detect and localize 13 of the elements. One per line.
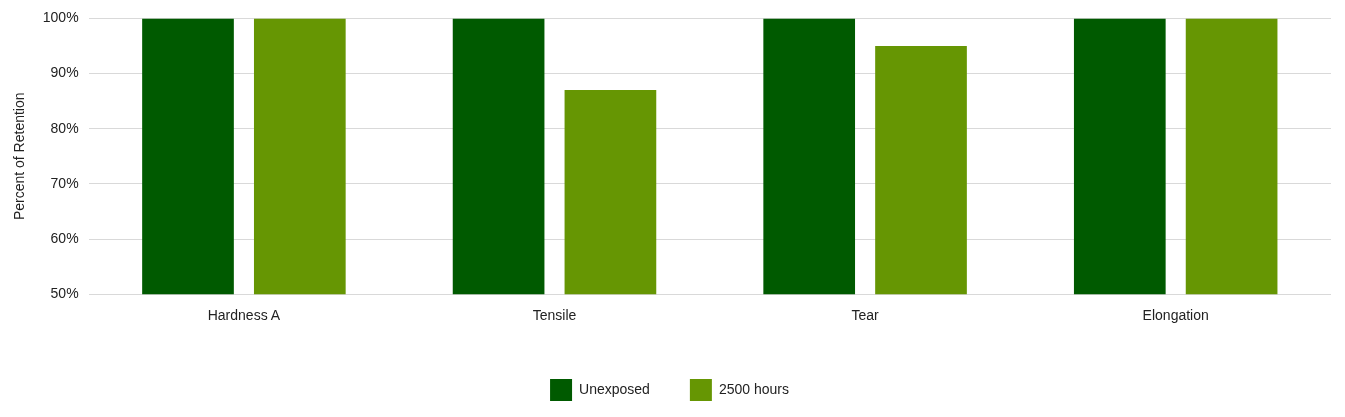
x-tick-label: Tear	[851, 307, 880, 324]
y-axis-title: Percent of Retention	[11, 92, 28, 221]
y-tick-label: 90%	[50, 64, 79, 81]
x-tick-label: Tensile	[532, 307, 577, 324]
y-tick-label: 80%	[50, 119, 79, 136]
y-tick-label: 50%	[50, 285, 79, 302]
legend-label: Unexposed	[579, 380, 650, 397]
y-tick-label: 60%	[50, 229, 79, 246]
y-tick-label: 100%	[42, 9, 79, 26]
legend-label: 2500 hours	[718, 380, 789, 397]
y-tick-label: 70%	[50, 174, 79, 191]
x-tick-label: Hardness A	[207, 307, 281, 324]
x-tick-label: Elongation	[1142, 307, 1209, 324]
